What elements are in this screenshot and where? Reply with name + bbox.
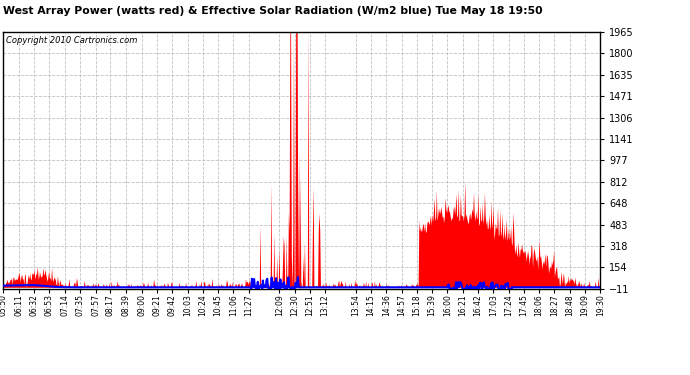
Text: West Array Power (watts red) & Effective Solar Radiation (W/m2 blue) Tue May 18 : West Array Power (watts red) & Effective… xyxy=(3,6,543,16)
Text: Copyright 2010 Cartronics.com: Copyright 2010 Cartronics.com xyxy=(6,36,138,45)
